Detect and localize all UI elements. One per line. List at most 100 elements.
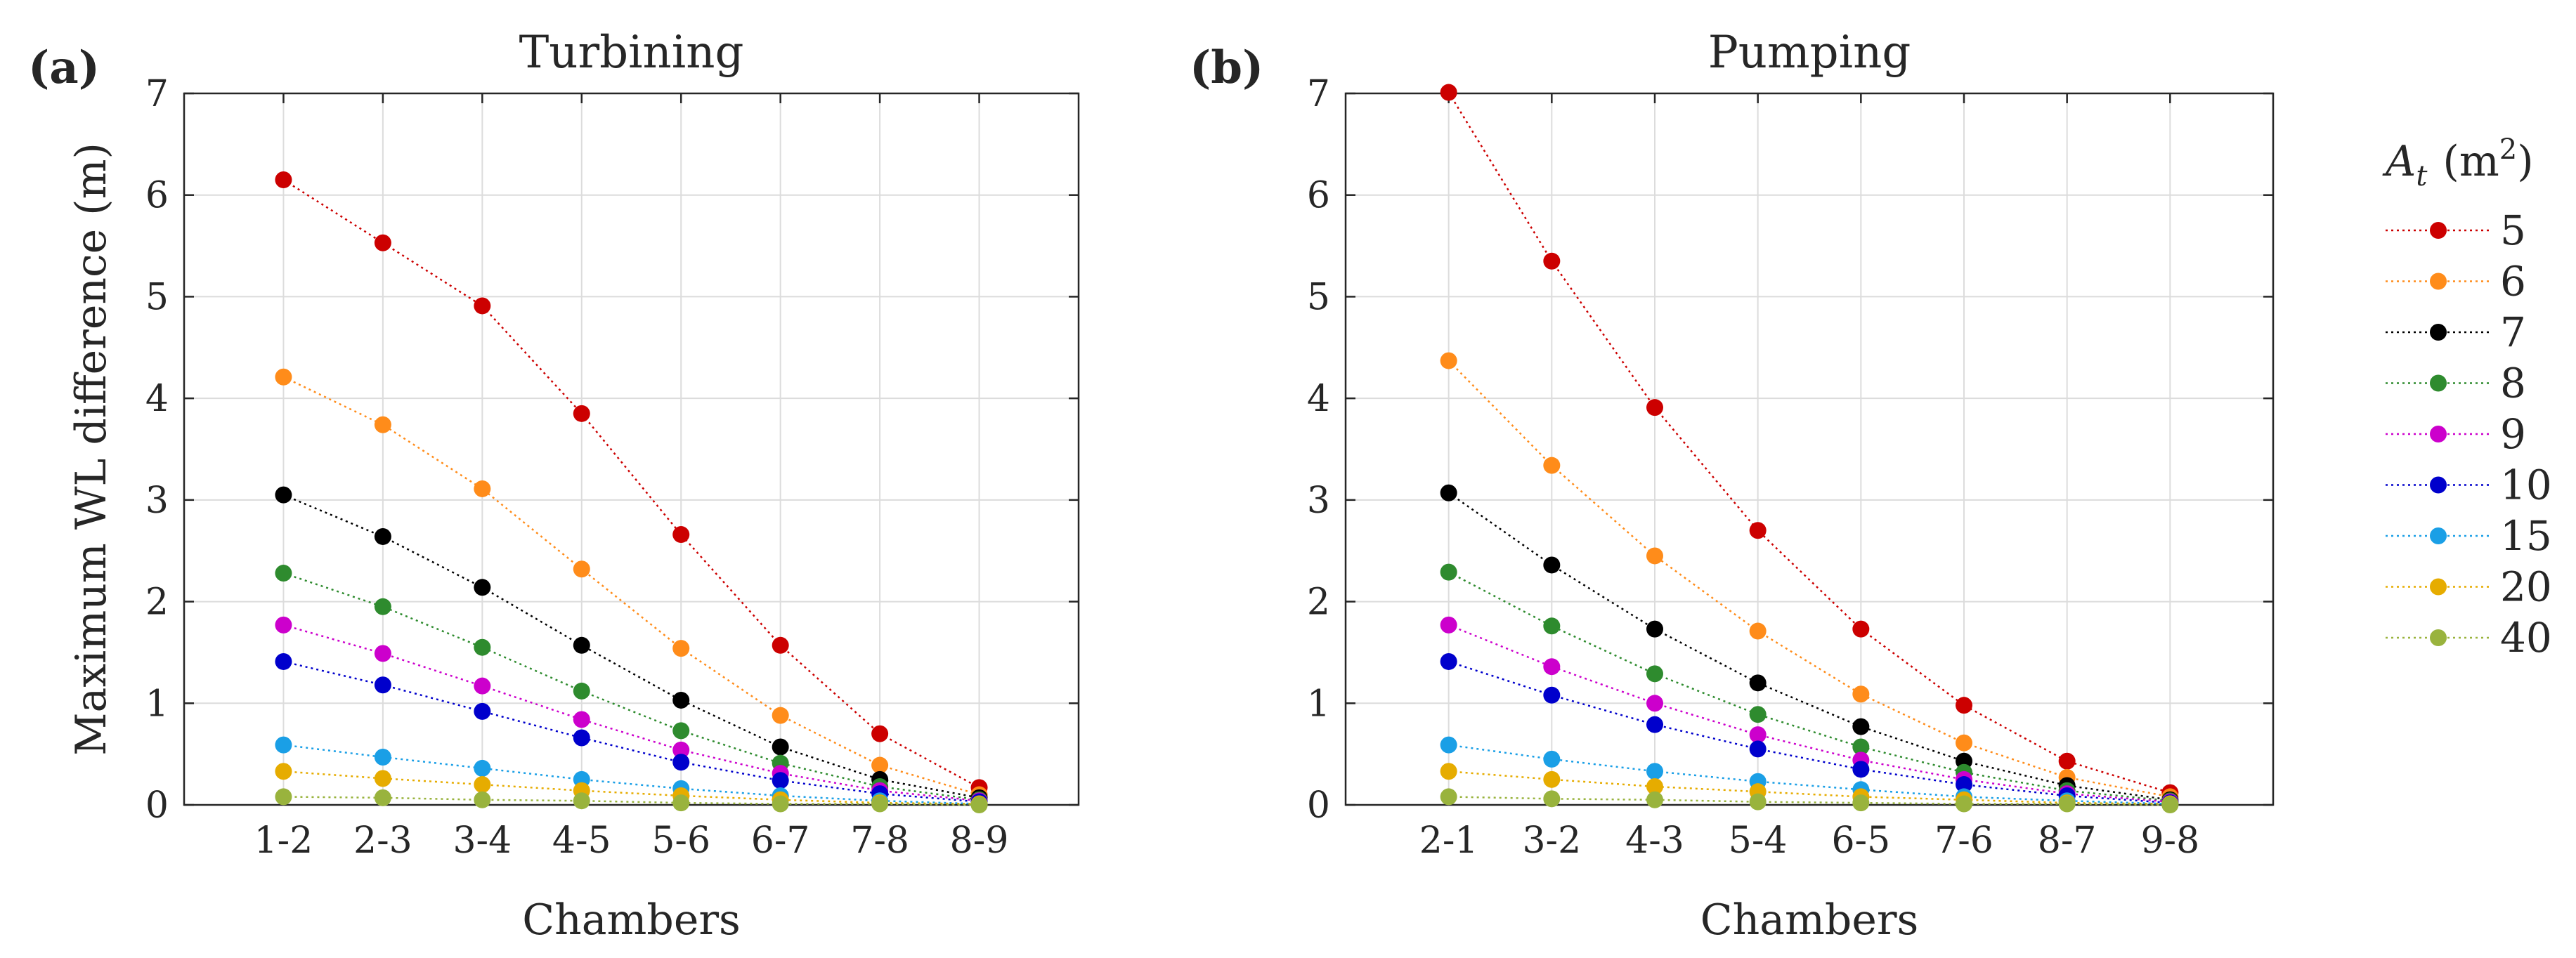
data-point: [871, 795, 889, 813]
data-point: [573, 729, 590, 747]
x-tick-label: 4-5: [552, 820, 611, 862]
data-point: [871, 725, 889, 742]
data-point: [672, 722, 690, 740]
data-point: [1956, 697, 1972, 714]
legend-marker: [2430, 476, 2447, 494]
data-point: [474, 579, 491, 596]
data-point: [970, 796, 988, 813]
series-line: [283, 770, 980, 805]
data-point: [374, 416, 391, 433]
data-point: [573, 711, 590, 728]
x-tick-label: 7-6: [1934, 820, 1993, 862]
data-point: [1440, 763, 1457, 780]
data-point: [1543, 658, 1561, 676]
data-point: [275, 486, 292, 504]
x-tick-label: 9-8: [2140, 820, 2199, 862]
data-point: [1956, 776, 1972, 794]
data-point: [1440, 788, 1457, 806]
data-point: [1749, 622, 1767, 640]
panel-letter: (b): [1190, 41, 1263, 94]
data-point: [474, 480, 491, 497]
data-point: [1543, 556, 1561, 574]
data-point: [1543, 252, 1561, 270]
legend-entry-20: 20: [2386, 563, 2552, 611]
series-line: [283, 660, 980, 803]
data-point: [672, 754, 690, 771]
x-tick-label: 2-3: [353, 820, 412, 862]
data-point: [374, 598, 391, 615]
data-point: [1852, 718, 1870, 735]
data-point: [1543, 750, 1561, 768]
series-5: [275, 171, 988, 796]
data-point: [374, 789, 391, 806]
y-tick-label: 2: [1307, 582, 1330, 624]
y-tick-label: 5: [1307, 276, 1330, 318]
data-point: [474, 297, 491, 315]
data-point: [1440, 616, 1457, 634]
data-point: [672, 741, 690, 759]
legend-marker: [2430, 324, 2447, 341]
legend-entry-6: 6: [2386, 258, 2526, 306]
data-point: [275, 616, 292, 634]
data-point: [1749, 674, 1767, 692]
gridlines-a: [184, 93, 1079, 806]
data-point: [871, 756, 889, 774]
legend-entry-5: 5: [2386, 206, 2526, 254]
y-tick-label: 2: [145, 582, 169, 624]
legend-entry-7: 7: [2386, 308, 2526, 356]
data-point: [573, 405, 590, 422]
data-point: [1543, 617, 1561, 635]
data-point: [1749, 793, 1767, 811]
data-point: [474, 791, 491, 808]
data-point: [1543, 790, 1561, 808]
data-point: [275, 763, 292, 780]
data-point: [374, 748, 391, 766]
data-point: [772, 707, 789, 724]
data-point: [573, 792, 590, 810]
data-point: [474, 776, 491, 794]
data-point: [1440, 652, 1457, 670]
data-point: [772, 636, 789, 654]
legend-title-symbol: A: [2382, 137, 2416, 186]
panel-title: Pumping: [1708, 27, 1911, 79]
legend-title-units-close: ): [2517, 137, 2533, 186]
data-point: [1646, 695, 1663, 712]
series-line: [282, 376, 980, 796]
legend-title-units-power: 2: [2499, 133, 2517, 166]
panel-letter: (a): [28, 41, 100, 94]
legend-label: 20: [2500, 563, 2552, 611]
y-tick-label: 5: [145, 276, 169, 318]
data-point: [474, 759, 491, 777]
panel-a-turbining: 0 1 2 3 4 5 6 7 1-2 2-3 3-4 4-5 5-6 6-7 7-8 8-9 Turbinin…: [28, 27, 1080, 945]
data-point: [1852, 738, 1870, 756]
legend-marker: [2430, 273, 2447, 290]
data-point: [1749, 706, 1767, 723]
series-6: [275, 368, 988, 803]
y-axis-title: Maximum WL difference (m): [67, 143, 116, 756]
data-point: [1749, 522, 1767, 539]
y-tick-label: 4: [1307, 378, 1330, 420]
legend-label: 5: [2500, 206, 2526, 254]
legend-entry-10: 10: [2386, 461, 2552, 509]
y-tick-label: 6: [145, 175, 169, 217]
data-point: [1749, 726, 1767, 744]
data-point: [1440, 84, 1457, 101]
series-line: [283, 796, 980, 806]
x-tick-label: 3-2: [1522, 820, 1581, 862]
data-point: [1749, 740, 1767, 758]
data-point: [1852, 794, 1870, 812]
legend-marker: [2430, 578, 2447, 596]
y-tick-label: 3: [145, 480, 169, 522]
x-tick-label: 8-9: [950, 820, 1009, 862]
data-point: [1646, 620, 1663, 638]
legend-marker: [2430, 527, 2447, 544]
series-line: [1448, 571, 2171, 802]
data-point: [772, 738, 789, 756]
data-point: [2058, 795, 2076, 813]
legend-label: 10: [2500, 461, 2552, 509]
data-point: [374, 676, 391, 694]
series-line: [283, 624, 980, 802]
data-point: [1956, 734, 1972, 752]
